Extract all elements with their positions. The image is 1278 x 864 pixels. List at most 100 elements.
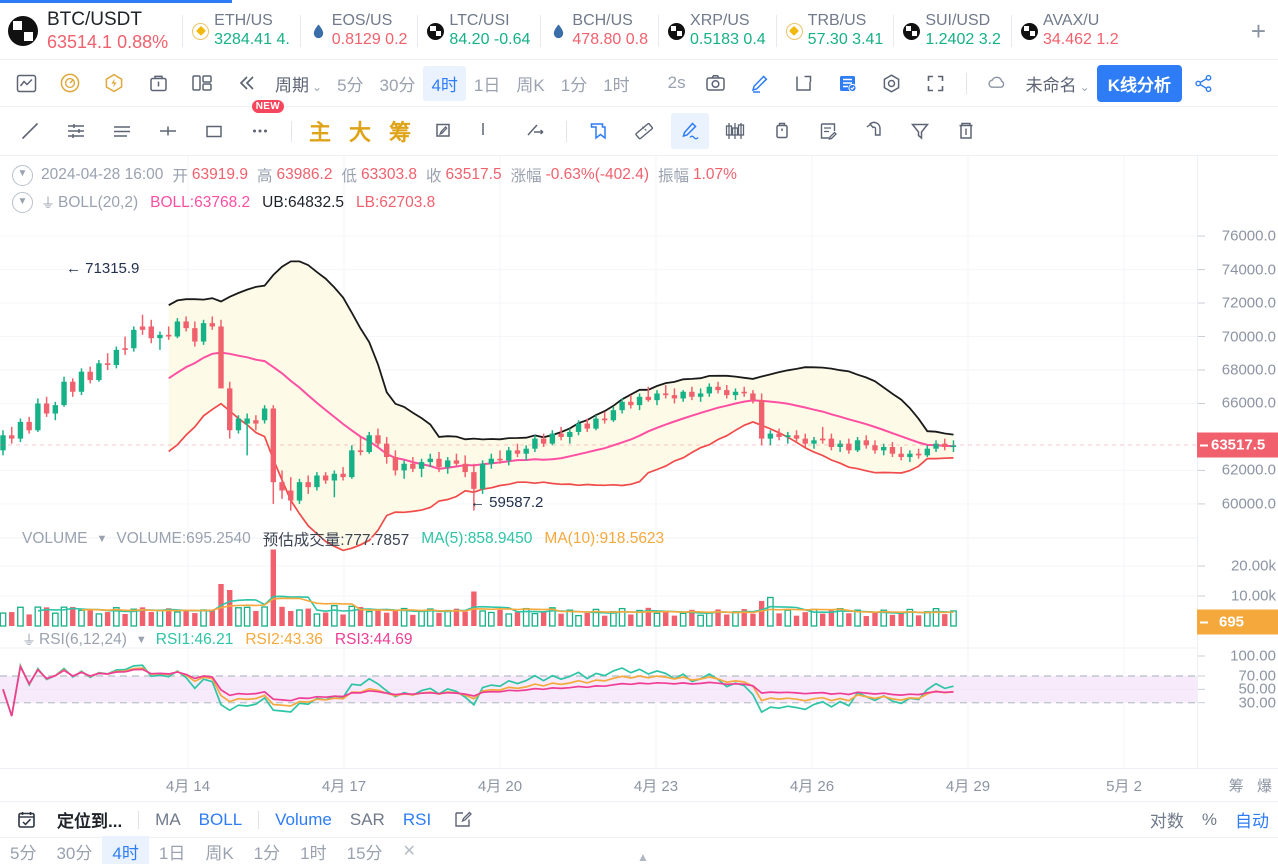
crop-frame-icon[interactable] xyxy=(787,66,821,100)
bottom-tab-1w[interactable]: 周K xyxy=(205,843,234,863)
screenshot-icon[interactable] xyxy=(699,66,733,100)
chart-annotation-low[interactable]: ← 59587.2 xyxy=(470,494,544,511)
ticker-symbol: SUI/USD xyxy=(925,12,991,30)
bottom-tab-15m[interactable]: 15分 xyxy=(346,843,383,863)
filter-icon[interactable] xyxy=(901,113,939,149)
indicator-gauge-icon[interactable] xyxy=(53,66,87,100)
horizontal-lines-icon[interactable] xyxy=(103,113,141,149)
percent-scale-button[interactable]: % xyxy=(1201,809,1217,829)
chip-distribution-button[interactable]: 筹 xyxy=(388,120,411,145)
draw-pen-icon[interactable] xyxy=(743,66,777,100)
locate-calendar-icon[interactable] xyxy=(9,803,43,837)
timeframe-30m[interactable]: 30分 xyxy=(379,75,416,95)
volume-info-line: VOLUME ▼ VOLUME:695.2540 预估成交量:777.7857 … xyxy=(22,528,664,550)
chevron-down-icon[interactable]: ▼ xyxy=(135,634,147,646)
chart-canvas xyxy=(0,156,1197,768)
indicator-bar: 定位到... MA BOLL Volume SAR RSI 对数 % 自动 xyxy=(0,802,1278,838)
chart-area[interactable]: 76000.0 74000.0 72000.0 70000.0 68000.0 66000… xyxy=(0,156,1278,768)
indicator-rsi[interactable]: RSI xyxy=(402,809,432,829)
indicator-boll[interactable]: BOLL xyxy=(198,809,243,829)
magnet-anchor-icon[interactable] xyxy=(470,113,508,149)
arrow-swap-icon[interactable] xyxy=(516,113,554,149)
ticker-item-sui[interactable]: SUI/USD 1.2402 3.2 xyxy=(893,3,1011,59)
locate-button[interactable]: 定位到... xyxy=(57,812,123,831)
bell-icon[interactable]: ⏚ xyxy=(22,632,36,648)
scroll-up-caret-icon[interactable]: ▲ xyxy=(637,850,649,864)
bottom-tab-1h[interactable]: 1时 xyxy=(300,843,327,863)
ticker-symbol: ETH/US xyxy=(214,12,273,30)
indicator-sar[interactable]: SAR xyxy=(349,809,385,829)
rectangle-icon[interactable] xyxy=(195,113,233,149)
parallel-channel-icon[interactable] xyxy=(57,113,95,149)
collapse-left-icon[interactable] xyxy=(229,66,263,100)
refresh-rate-button[interactable]: 2s xyxy=(667,73,686,92)
crosshair-icon[interactable] xyxy=(149,113,187,149)
ticker-item-bch[interactable]: BCH/US 478.80 0.8 xyxy=(540,3,658,59)
notes-edit-icon[interactable] xyxy=(809,113,847,149)
highlighter-pen-icon[interactable] xyxy=(671,113,709,149)
axis-right-extra[interactable]: 筹 爆 xyxy=(1229,775,1272,796)
timeframe-1d[interactable]: 1日 xyxy=(473,75,501,95)
lightning-icon[interactable] xyxy=(97,66,131,100)
bottom-tab-1d[interactable]: 1日 xyxy=(158,843,186,863)
price-axis[interactable]: 76000.0 74000.0 72000.0 70000.0 68000.0 66000… xyxy=(1197,156,1278,768)
chevron-down-circle-icon[interactable]: ▼ xyxy=(12,192,33,213)
indicator-volume[interactable]: Volume xyxy=(275,809,332,829)
last-volume-badge[interactable]: 695 xyxy=(1197,609,1278,635)
main-indicator-button[interactable]: 主 xyxy=(308,120,331,145)
time-axis[interactable]: 4月 14 4月 17 4月 20 4月 23 4月 26 4月 29 5月 2 筹 爆 xyxy=(0,768,1278,802)
chevron-down-circle-icon[interactable]: ▼ xyxy=(12,164,33,186)
ticker-item-btc[interactable]: BTC/USDT 63514.1 0.88% xyxy=(0,3,182,59)
measure-ruler-icon[interactable] xyxy=(625,113,663,149)
bookmark-icon[interactable] xyxy=(579,113,617,149)
alert-box-icon[interactable] xyxy=(141,66,175,100)
chart-type-icon[interactable] xyxy=(9,66,43,100)
timeframe-1h[interactable]: 1时 xyxy=(603,75,630,95)
layout-split-icon[interactable] xyxy=(185,66,219,100)
ticker-item-eth[interactable]: ETH/US 3284.41 4. xyxy=(182,3,300,59)
ticker-item-ltc[interactable]: LTC/USI 84.20 -0.64 xyxy=(417,3,540,59)
kline-analysis-button[interactable]: K线分析 xyxy=(1096,64,1182,102)
last-price-badge[interactable]: 63517.5 xyxy=(1197,432,1278,458)
ticker-item-trb[interactable]: TRB/US 57.30 3.41 xyxy=(775,3,894,59)
edit-indicators-icon[interactable] xyxy=(445,803,479,837)
cloud-save-icon[interactable] xyxy=(980,66,1014,100)
lock-drawings-icon[interactable] xyxy=(763,113,801,149)
timeframe-1m[interactable]: 1分 xyxy=(560,75,588,95)
period-dropdown[interactable]: 周期 ⌄ xyxy=(268,67,329,100)
delete-trash-icon[interactable] xyxy=(947,113,985,149)
close-tab-icon[interactable]: ✕ xyxy=(402,843,416,860)
data-table-icon[interactable] xyxy=(831,66,865,100)
bottom-tab-4h[interactable]: 4时 xyxy=(102,835,149,864)
chart-plot[interactable] xyxy=(0,156,1197,768)
chevron-down-icon[interactable]: ▼ xyxy=(96,533,108,545)
ticker-item-eos[interactable]: EOS/US 0.8129 0.2 xyxy=(299,3,418,59)
ticker-item-xrp[interactable]: XRP/US 0.5183 0.4 xyxy=(658,3,776,59)
period-label: 周期 xyxy=(275,75,309,95)
candle-pattern-icon[interactable] xyxy=(717,113,755,149)
more-tools-icon[interactable]: NEW xyxy=(241,100,284,149)
chart-annotation-high[interactable]: ← 71315.9 xyxy=(66,260,140,277)
large-order-button[interactable]: 大 xyxy=(348,120,371,145)
bottom-tab-5m[interactable]: 5分 xyxy=(10,843,37,863)
trend-line-icon[interactable] xyxy=(11,113,49,149)
close-value: 63517.5 xyxy=(445,166,502,183)
layout-name-dropdown[interactable]: 未命名 ⌄ xyxy=(1019,67,1097,100)
settings-gear-icon[interactable] xyxy=(875,66,909,100)
ticker-item-avax[interactable]: AVAX/U 34.462 1.2 xyxy=(1010,3,1129,59)
magnet-icon[interactable] xyxy=(855,113,893,149)
auto-scale-button[interactable]: 自动 xyxy=(1235,812,1269,831)
timeframe-4h[interactable]: 4时 xyxy=(423,65,466,101)
timeframe-5m[interactable]: 5分 xyxy=(337,75,364,95)
bottom-tab-30m[interactable]: 30分 xyxy=(56,843,93,863)
bell-icon[interactable]: ⏚ xyxy=(41,194,55,211)
timeframe-1w[interactable]: 周K xyxy=(516,75,545,95)
edit-annotation-icon[interactable] xyxy=(424,113,462,149)
share-icon[interactable] xyxy=(1187,66,1221,100)
add-ticker-button[interactable]: + xyxy=(1250,15,1266,46)
indicator-ma[interactable]: MA xyxy=(155,809,181,829)
fullscreen-icon[interactable] xyxy=(919,66,953,100)
ticker-symbol: XRP/US xyxy=(690,12,750,30)
bottom-tab-1m[interactable]: 1分 xyxy=(253,843,281,863)
log-scale-button[interactable]: 对数 xyxy=(1149,812,1184,831)
